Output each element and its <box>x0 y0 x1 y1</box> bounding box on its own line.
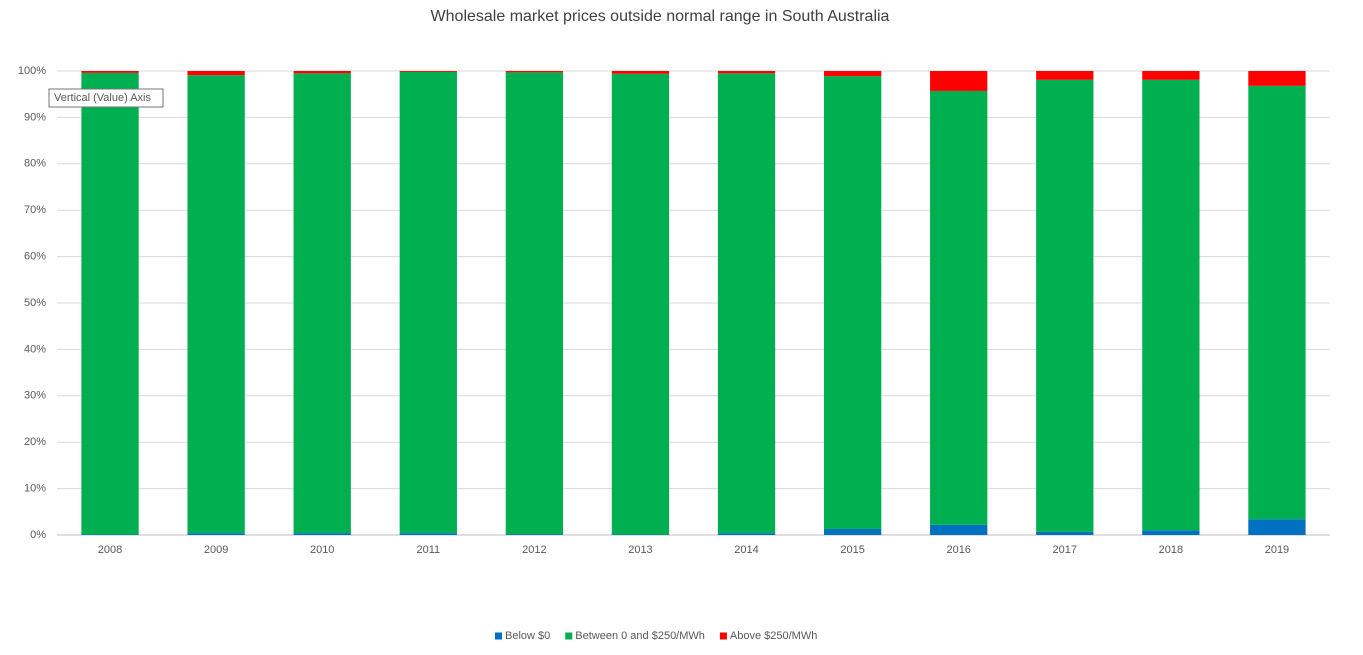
legend-label[interactable]: Above $250/MWh <box>730 630 817 642</box>
bar-segment[interactable] <box>717 73 776 534</box>
bar-segment[interactable] <box>505 71 564 73</box>
y-tick-label: 80% <box>24 158 46 170</box>
x-tick-label: 2009 <box>204 544 228 556</box>
bar-segment[interactable] <box>1036 531 1094 535</box>
y-tick-label: 0% <box>30 529 46 541</box>
x-tick-label: 2017 <box>1053 544 1077 556</box>
x-tick-label: 2016 <box>946 544 970 556</box>
y-tick-label: 90% <box>24 111 46 123</box>
bar-segment[interactable] <box>293 73 351 534</box>
bar-segment[interactable] <box>293 533 351 535</box>
x-tick-label: 2013 <box>628 544 652 556</box>
bar-segment[interactable] <box>1142 530 1200 535</box>
bar-segment[interactable] <box>293 71 351 74</box>
legend-swatch <box>565 632 573 640</box>
x-tick-label: 2008 <box>98 544 122 556</box>
bar-segment[interactable] <box>930 71 988 91</box>
bar-segment[interactable] <box>399 71 457 534</box>
y-tick-label: 20% <box>24 436 46 448</box>
legend-swatch <box>719 632 727 640</box>
bar-segment[interactable] <box>81 72 139 535</box>
y-tick-label: 30% <box>24 390 46 402</box>
x-tick-label: 2018 <box>1159 544 1183 556</box>
bar-segment[interactable] <box>187 71 245 76</box>
bar-segment[interactable] <box>81 71 139 73</box>
bar-segment[interactable] <box>399 533 457 535</box>
chart-title: Wholesale market prices outside normal r… <box>431 8 890 25</box>
bar-segment[interactable] <box>187 75 245 534</box>
legend-swatch <box>495 632 502 640</box>
bar-segment[interactable] <box>611 71 670 74</box>
legend-label[interactable]: Below $0 <box>505 630 550 642</box>
x-tick-label: 2011 <box>416 544 440 556</box>
tooltip: Vertical (Value) Axis <box>54 92 152 104</box>
bar-segment[interactable] <box>1248 85 1306 520</box>
x-tick-label: 2010 <box>310 544 334 556</box>
bar-segment[interactable] <box>1142 79 1200 531</box>
bar-segment[interactable] <box>823 76 882 529</box>
bar-segment[interactable] <box>930 524 988 535</box>
y-tick-label: 40% <box>24 343 46 355</box>
bar-segment[interactable] <box>1248 71 1306 86</box>
bar-segment[interactable] <box>505 72 564 535</box>
bar-segment[interactable] <box>930 90 988 525</box>
bar-segment[interactable] <box>1036 79 1094 532</box>
bar-segment[interactable] <box>823 528 882 535</box>
bar-segment[interactable] <box>399 71 457 72</box>
y-tick-label: 10% <box>24 483 46 495</box>
y-tick-label: 100% <box>18 65 46 77</box>
y-tick-label: 70% <box>24 204 46 216</box>
x-tick-label: 2015 <box>840 544 864 556</box>
bar-segment[interactable] <box>717 71 776 74</box>
bar-segment[interactable] <box>187 533 245 535</box>
x-tick-label: 2014 <box>734 544 758 556</box>
bar-segment[interactable] <box>1248 519 1306 535</box>
bar-segment[interactable] <box>611 73 670 535</box>
bar-segment[interactable] <box>823 71 882 77</box>
y-tick-label: 50% <box>24 297 46 309</box>
bar-segment[interactable] <box>1142 71 1200 80</box>
x-tick-label: 2019 <box>1265 544 1289 556</box>
bar-segment[interactable] <box>505 534 564 535</box>
legend-label[interactable]: Between 0 and $250/MWh <box>575 630 705 642</box>
tooltip-box <box>48 88 164 108</box>
x-tick-label: 2012 <box>522 544 546 556</box>
bar-segment[interactable] <box>717 533 776 535</box>
y-tick-label: 60% <box>24 251 46 263</box>
bar-segment[interactable] <box>1036 71 1094 80</box>
